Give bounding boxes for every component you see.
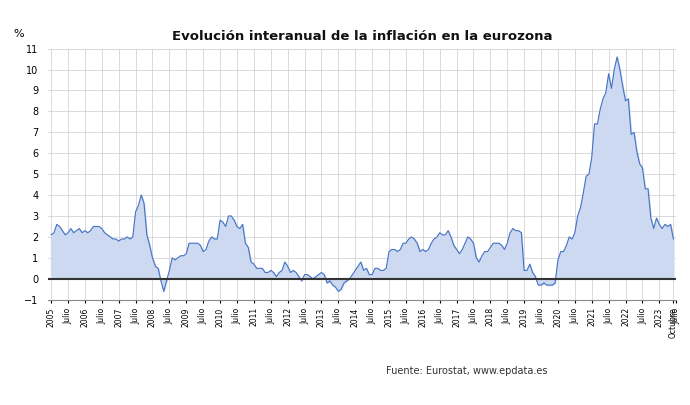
Title: Evolución interanual de la inflación en la eurozona: Evolución interanual de la inflación en … [172,30,553,43]
Text: Fuente: Eurostat, www.epdata.es: Fuente: Eurostat, www.epdata.es [386,366,548,375]
Text: %: % [14,29,24,38]
